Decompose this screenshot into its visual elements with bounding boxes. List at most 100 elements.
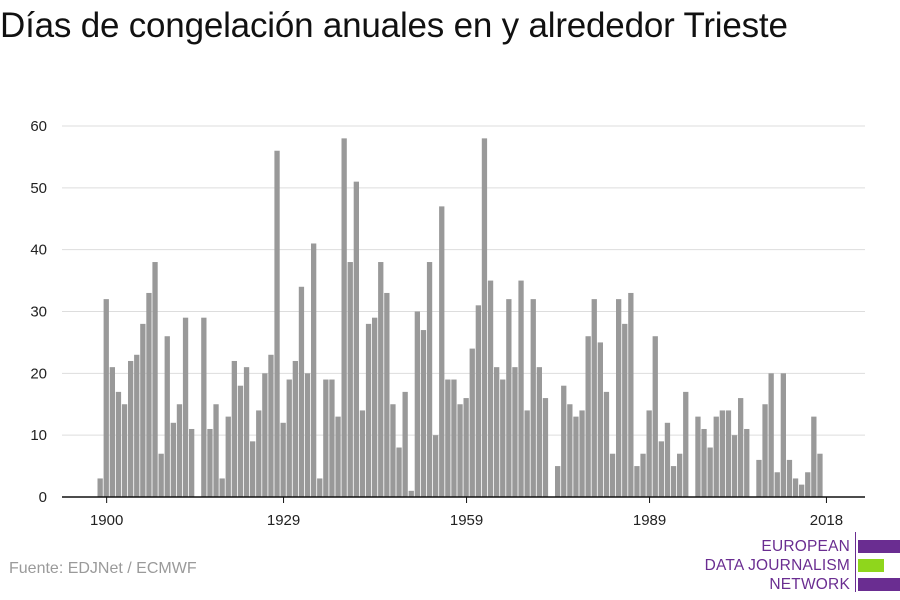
logo-divider [855,532,856,592]
bar-1903 [121,404,128,497]
bar-2010 [774,472,780,497]
bar-2014 [799,484,805,497]
bar-1985 [622,323,628,497]
bar-1907 [146,292,152,497]
bar-1940 [347,262,353,497]
logo-line-2: DATA JOURNALISM [704,557,850,574]
bar-2001 [719,410,725,497]
bar-1914 [189,428,195,497]
bar-1942 [359,410,366,497]
bar-1912 [176,404,183,497]
bar-1927 [268,354,274,497]
y-tick-label-20: 20 [30,365,47,382]
bar-1950 [408,490,414,497]
bar-2004 [738,398,744,497]
bar-1904 [128,360,134,497]
bar-1980 [591,299,597,497]
bar-2007 [756,459,762,497]
bar-1974 [555,466,561,497]
bar-1910 [164,336,170,497]
x-tick-label-1959: 1959 [450,512,483,529]
bar-2008 [762,404,768,497]
bar-1960 [469,348,475,497]
bar-1918 [213,404,219,497]
bar-1902 [115,391,122,497]
bar-1938 [335,416,341,497]
bar-1917 [207,428,213,497]
bar-1994 [677,453,683,497]
bar-1978 [579,410,585,497]
bar-1946 [384,292,390,497]
bar-2012 [786,459,793,497]
bar-1928 [274,150,280,498]
edjnet-logo: EUROPEAN DATA JOURNALISM NETWORK [700,532,900,594]
bar-1916 [201,317,207,497]
y-axis-ticks: 0 10 20 30 40 50 60 [30,118,47,506]
bar-1939 [341,138,347,497]
bar-1971 [536,367,542,497]
bar-2002 [725,410,732,497]
bar-1986 [628,292,634,497]
bar-1931 [292,360,298,497]
bar-1984 [616,299,622,497]
bar-1967 [512,367,518,497]
bar-1975 [561,385,567,497]
bar-2009 [768,373,774,497]
gridlines [62,125,865,436]
y-tick-label-60: 60 [30,118,47,135]
y-tick-label-40: 40 [30,242,47,259]
bar-1937 [329,379,335,497]
bar-1991 [658,441,664,497]
bar-2015 [805,472,811,497]
bar-1953 [426,262,433,497]
bar-1947 [390,404,396,497]
bar-1951 [414,311,420,497]
y-tick-label-10: 10 [30,427,47,444]
bar-1982 [603,391,610,497]
bar-1925 [256,410,262,497]
bar-1961 [475,305,481,497]
bar-1997 [695,416,701,497]
x-tick-label-1989: 1989 [633,512,666,529]
logo-bar-middle [858,559,884,572]
y-tick-label-30: 30 [30,304,47,321]
bar-2013 [792,478,799,497]
bar-1989 [646,410,652,497]
bar-1935 [317,478,323,497]
y-tick-label-0: 0 [39,489,47,506]
bar-1970 [530,299,536,497]
bar-1987 [634,466,640,497]
bar-1901 [109,367,115,497]
x-tick-label-1929: 1929 [267,512,300,529]
logo-bar-bottom [858,578,900,591]
bar-1957 [451,379,457,497]
bar-1945 [378,262,384,497]
bar-1934 [311,243,317,497]
bar-1949 [402,391,408,497]
logo-line-1: EUROPEAN [761,538,850,555]
bar-1909 [158,453,164,497]
bar-1920 [225,416,231,497]
bar-1929 [280,422,286,497]
bar-1959 [463,398,469,497]
bar-1899 [97,478,103,497]
bar-1924 [250,441,256,497]
bar-1964 [494,367,500,497]
bar-1999 [707,447,713,497]
bar-2017 [817,453,823,497]
bar-1919 [219,478,225,497]
x-tick-label-1900: 1900 [90,512,123,529]
source-note: Fuente: EDJNet / ECMWF [9,560,197,577]
bar-1944 [372,317,378,497]
logo-bar-top [858,540,900,553]
bar-1930 [286,379,292,497]
bar-1911 [170,422,176,497]
bar-1913 [182,317,189,497]
x-axis-ticks: 1900 1929 1959 1989 2018 [90,497,843,529]
bar-1972 [542,398,549,497]
bar-1981 [597,342,603,497]
bar-1965 [500,379,506,497]
bar-1977 [573,416,579,497]
bar-1990 [652,336,658,497]
